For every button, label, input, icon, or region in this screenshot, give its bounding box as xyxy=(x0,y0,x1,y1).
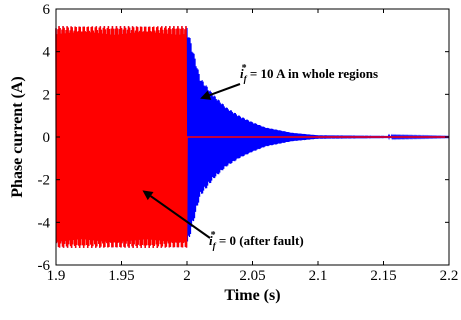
x-tick-label: 2.1 xyxy=(309,268,328,284)
y-tick-label: -4 xyxy=(38,215,51,231)
axes: 1.9 1.95 2 2.05 2.1 2.15 2.2 6 4 2 0 -2 -4 -6 xyxy=(38,2,459,284)
x-tick-label: 1.95 xyxy=(108,268,134,284)
y-tick-label: -6 xyxy=(38,258,51,274)
annotation-after-fault: if* = 0 (after fault) xyxy=(142,190,304,251)
y-tick-label: 0 xyxy=(43,130,51,146)
series-2-line xyxy=(55,26,449,248)
x-axis-label: Time (s) xyxy=(224,287,280,304)
annotation-1-sup: * xyxy=(242,63,247,74)
plot-area xyxy=(55,26,450,248)
y-tick-label: 2 xyxy=(43,87,51,103)
annotation-2-main: i xyxy=(209,233,213,248)
x-tick-label: 2.05 xyxy=(239,268,265,284)
x-tick-label: 2.15 xyxy=(370,268,396,284)
y-tick-label: 6 xyxy=(43,2,51,18)
annotation-arrow-2 xyxy=(150,195,211,239)
annotation-arrowhead-1 xyxy=(200,90,212,100)
annotation-2-rest: = 0 (after fault) xyxy=(216,233,304,248)
annotation-1-main: i xyxy=(240,66,244,81)
annotation-2-sup: * xyxy=(211,230,216,241)
annotation-label-2: if* = 0 (after fault) xyxy=(209,230,304,251)
y-tick-label: -2 xyxy=(38,173,51,189)
annotation-2-sub: f xyxy=(213,241,217,251)
annotations: if* = 10 A in whole regions if* = 0 (aft… xyxy=(142,63,378,251)
annotation-full-region: if* = 10 A in whole regions xyxy=(200,63,378,100)
annotation-1-sub: f xyxy=(244,74,248,84)
x-tick-label: 1.9 xyxy=(47,268,66,284)
annotation-arrowhead-2 xyxy=(142,190,154,201)
y-tick-label: 4 xyxy=(43,45,51,61)
annotation-1-rest: = 10 A in whole regions xyxy=(247,66,378,81)
annotation-arrow-1 xyxy=(209,83,241,97)
x-tick-label: 2.2 xyxy=(440,268,459,284)
annotation-label-1: if* = 10 A in whole regions xyxy=(240,63,378,84)
y-axis-label: Phase current (A) xyxy=(9,76,26,197)
x-tick-label: 2 xyxy=(183,268,191,284)
